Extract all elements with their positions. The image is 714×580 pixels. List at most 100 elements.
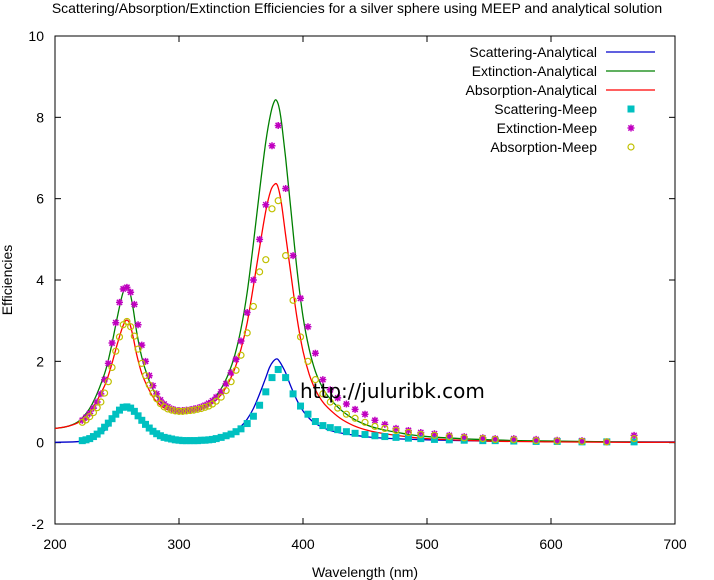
absorption-meep-point (311, 376, 319, 384)
scattering-meep-point (342, 428, 350, 436)
legend: Scattering-Analytical Extinction-Analytic… (465, 44, 655, 155)
extinction-meep-point (371, 416, 379, 424)
scattering-meep-point (262, 388, 270, 396)
watermark-text: http://juluribk.com (300, 379, 485, 403)
extinction-meep-point (186, 406, 194, 414)
scattering-meep-point (297, 402, 305, 410)
legend-swatch-absorption-meep (627, 143, 635, 151)
absorption-meep-point (130, 332, 138, 340)
extinction-meep-point (115, 298, 123, 306)
absorption-meep-point (153, 395, 161, 403)
absorption-meep-point (282, 252, 290, 260)
scattering-meep-point (97, 427, 105, 435)
scattering-meep-point (149, 427, 157, 435)
extinction-meep-point (156, 396, 164, 404)
absorption-meep-point (249, 302, 257, 311)
extinction-meep-point (243, 309, 251, 317)
extinction-meep-point (351, 405, 359, 413)
scattering-meep-point (89, 433, 97, 441)
absorption-meep-point (237, 351, 245, 359)
extinction-meep-point (256, 235, 264, 243)
absorption-meep-point (134, 345, 142, 353)
legend-label-absorption-meep: Absorption-Meep (490, 139, 597, 155)
extinction-meep-point (179, 407, 187, 415)
scattering-meep-point (156, 432, 164, 440)
scattering-meep-point (119, 403, 127, 411)
absorption-meep-point (201, 403, 209, 411)
scattering-meep-point (179, 437, 187, 445)
legend-label-extinction-analytical: Extinction-Analytical (472, 63, 597, 79)
scattering-meep-point (101, 423, 109, 431)
extinction-meep-point (532, 435, 540, 443)
y-tick-label: 2 (36, 353, 44, 369)
absorption-meep-point (361, 418, 369, 426)
absorption-meep-point (97, 398, 105, 406)
extinction-meep-point (175, 407, 183, 415)
scattering-meep-point (201, 436, 209, 444)
scattering-meep-point (145, 424, 153, 432)
absorption-meep-point (222, 387, 230, 395)
scattering-meep-point (168, 435, 176, 443)
scattering-meep-point (205, 436, 213, 444)
absorption-meep-point (190, 406, 198, 414)
scattering-meep-point (289, 390, 297, 398)
extinction-meep-point (274, 121, 282, 129)
scattering-meep-point (164, 434, 172, 442)
extinction-meep-point (182, 406, 190, 414)
extinction-meep-point (127, 288, 135, 296)
absorption-meep-point (227, 378, 235, 386)
extinction-meep-point (153, 390, 161, 398)
extinction-meep-point (297, 294, 305, 302)
scattering-meep-point (197, 436, 205, 444)
extinction-meep-point (227, 369, 235, 377)
absorption-meep-point (445, 432, 453, 441)
y-axis-label: Efficiencies (0, 245, 15, 316)
extinction-meep-point (262, 201, 270, 209)
scattering-meep-point (256, 401, 264, 409)
extinction-meep-point (268, 142, 276, 150)
extinction-meep-point (201, 401, 209, 409)
scattering-meep-point (104, 419, 112, 427)
extinction-meep-point (97, 390, 105, 398)
absorption-meep-point (205, 402, 213, 410)
extinction-meep-point (603, 438, 611, 446)
series-absorption-meep (78, 197, 638, 446)
extinction-meep-point (417, 429, 425, 436)
y-tick-label: 0 (36, 435, 44, 451)
scattering-meep-point (194, 437, 202, 445)
chart-title: Scattering/Absorption/Extinction Efficie… (52, 0, 662, 16)
legend-label-scattering-meep: Scattering-Meep (494, 101, 597, 117)
extinction-meep-point (381, 420, 389, 428)
x-tick-label: 600 (539, 536, 563, 552)
absorption-meep-point (532, 437, 540, 445)
extinction-meep-point (93, 398, 101, 406)
absorption-meep-point (256, 268, 264, 276)
extinction-meep-point (123, 283, 131, 291)
extinction-meep-point (164, 403, 172, 411)
absorption-meep-point (217, 393, 225, 401)
absorption-meep-point (268, 205, 276, 213)
y-tick-label: 4 (36, 272, 44, 288)
scattering-meep-point (227, 430, 235, 438)
legend-swatch-extinction-meep (627, 124, 635, 132)
absorption-meep-point (334, 404, 342, 412)
absorption-meep-point (108, 363, 116, 372)
x-tick-label: 400 (291, 536, 315, 552)
extinction-meep-point (334, 394, 342, 402)
absorption-meep-point (371, 422, 379, 430)
scattering-meep-point (127, 404, 135, 412)
scattering-meep-point (112, 410, 120, 418)
absorption-meep-point (197, 404, 205, 413)
absorption-meep-point (171, 407, 179, 415)
absorption-meep-point (93, 404, 101, 412)
legend-swatch-scattering-meep (627, 105, 635, 113)
absorption-meep-point (553, 437, 561, 445)
legend-label-scattering-analytical: Scattering-Analytical (469, 44, 597, 60)
scattering-meep-point (268, 374, 276, 382)
extinction-meep-point (145, 372, 153, 380)
scattering-meep-point (82, 436, 90, 444)
absorption-meep-point (182, 407, 191, 415)
extinction-meep-point (217, 388, 225, 396)
extinction-meep-point (491, 435, 499, 443)
